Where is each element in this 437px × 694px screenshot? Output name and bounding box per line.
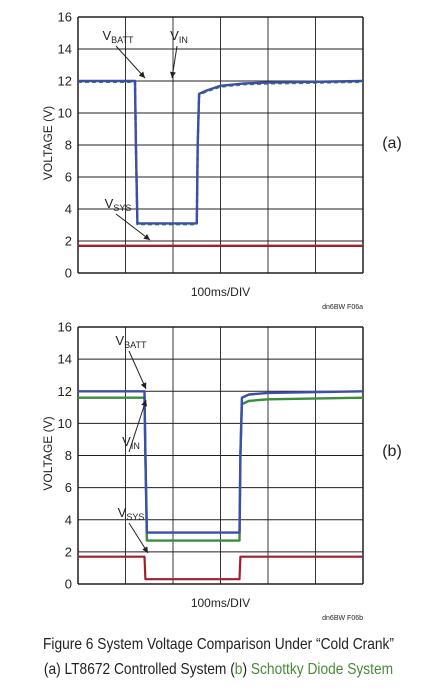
- y-tick-label: 0: [65, 577, 72, 592]
- annotation-vin: VIN: [122, 434, 140, 451]
- caption-line-2: (a) LT8672 Controlled System (b) Schottk…: [31, 657, 407, 682]
- y-tick-label: 14: [58, 42, 72, 57]
- y-tick-label: 4: [65, 512, 72, 527]
- y-tick-label: 2: [65, 234, 72, 249]
- annotation-vsys: VSYS: [105, 196, 132, 213]
- grid: [77, 16, 364, 274]
- y-tick-label: 6: [65, 480, 72, 495]
- caption-line-1: Figure 6 System Voltage Comparison Under…: [42, 636, 395, 653]
- chart-b: 0 2 4 6 8 10 12 14 16 VOLTAGE (V) 100ms/DIV dn6BW F…: [41, 320, 402, 623]
- grid: [77, 326, 364, 585]
- annotation-vin: VIN: [170, 28, 188, 45]
- y-tick-label: 10: [58, 106, 72, 121]
- caption-part-2: ): [242, 661, 251, 678]
- y-tick-label: 8: [65, 138, 72, 153]
- annotation-vsys: VSYS: [118, 505, 145, 522]
- annotation-arrowhead: [143, 233, 150, 240]
- x-axis-label: 100ms/DIV: [191, 285, 250, 299]
- y-tick-label: 8: [65, 448, 72, 463]
- y-axis-label: VOLTAGE (V): [41, 106, 55, 180]
- x-axis-label: 100ms/DIV: [191, 596, 250, 610]
- annotation-leader: [115, 45, 146, 79]
- y-tick-label: 4: [65, 202, 72, 217]
- caption-part-green: Schottky Diode System: [250, 661, 394, 678]
- y-tick-label: 16: [58, 10, 72, 25]
- series-vsys: [78, 555, 363, 581]
- y-axis-label: VOLTAGE (V): [41, 416, 55, 490]
- y-tick-label: 16: [58, 320, 72, 335]
- annotation-arrowhead: [140, 382, 147, 389]
- series-vbatt: [78, 79, 364, 225]
- panel-label: (a): [382, 135, 402, 152]
- caption-part-b: b: [234, 661, 243, 678]
- annotation-arrowhead: [142, 546, 148, 553]
- y-tick-label: 10: [58, 416, 72, 431]
- y-tick-label: 0: [65, 266, 72, 281]
- y-tick-label: 12: [58, 74, 72, 89]
- annotation-arrowhead: [169, 71, 176, 78]
- y-tick-label: 14: [58, 352, 72, 367]
- figure-note: dn6BW F06b: [322, 615, 363, 622]
- annotation-arrowhead: [138, 71, 145, 78]
- annotation-leader: [128, 350, 147, 390]
- annotation-arrowhead: [141, 400, 147, 407]
- y-tick-label: 6: [65, 170, 72, 185]
- annotation-leader: [115, 213, 151, 241]
- figure-note: dn6BW F06a: [322, 304, 363, 311]
- annotation-leader: [128, 399, 147, 453]
- y-tick-label: 2: [65, 544, 72, 559]
- panel-label: (b): [382, 443, 402, 460]
- y-tick-label: 12: [58, 384, 72, 399]
- annotation-vbatt: VBATT: [102, 28, 134, 45]
- figure: 0 2 4 6 8 10 12 14 16 VOLTAGE (V) 100ms/DIV dn6BW F…: [41, 10, 402, 623]
- series-vbatt: [78, 390, 364, 534]
- chart-a: 0 2 4 6 8 10 12 14 16 VOLTAGE (V) 100ms/DIV dn6BW F…: [41, 10, 402, 312]
- caption-part-1: (a) LT8672 Controlled System (: [43, 661, 235, 678]
- annotation-vbatt: VBATT: [115, 333, 147, 350]
- figure-caption: Figure 6 System Voltage Comparison Under…: [31, 632, 407, 682]
